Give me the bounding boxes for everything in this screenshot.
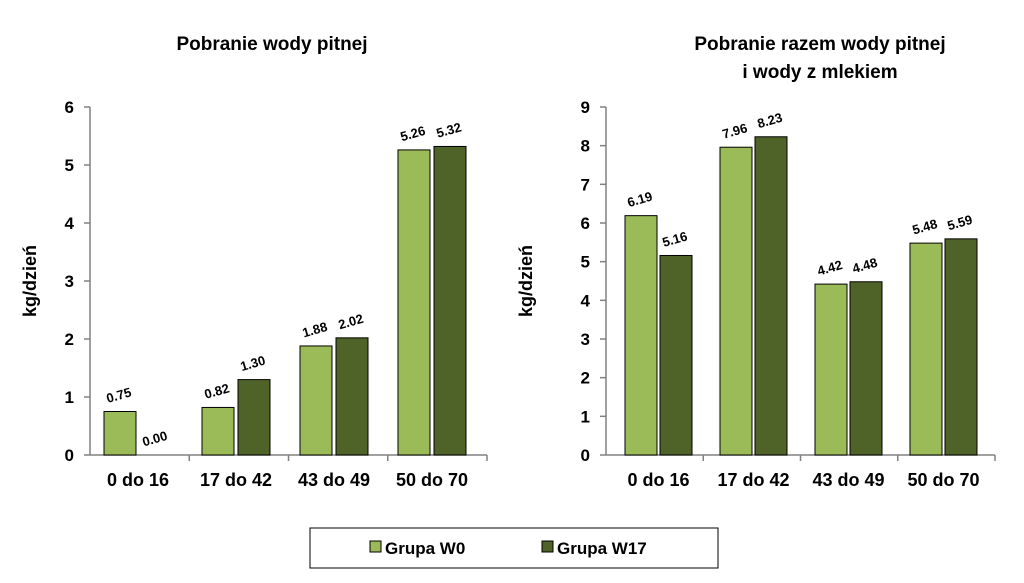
- y-tick-label: 6: [581, 214, 590, 233]
- bar-w0: [814, 283, 848, 456]
- y-tick-label: 3: [581, 330, 590, 349]
- data-label: 5.26: [399, 123, 427, 144]
- y-tick-label: 1: [65, 388, 74, 407]
- bar-w17: [237, 379, 271, 456]
- x-tick-label: 0 do 16: [627, 470, 689, 490]
- legend-label: Grupa W17: [557, 539, 647, 558]
- chart-title: i wody z mlekiem: [742, 62, 897, 83]
- bar-w0: [103, 411, 137, 456]
- y-tick-label: 4: [581, 291, 591, 310]
- y-tick-label: 3: [65, 272, 74, 291]
- data-label: 2.02: [337, 311, 365, 332]
- data-label: 1.88: [301, 319, 329, 340]
- data-label: 4.48: [851, 255, 879, 276]
- y-tick-label: 5: [581, 253, 590, 272]
- bar-w0: [719, 146, 753, 456]
- chart-title: Pobranie wody pitnej: [176, 34, 367, 55]
- x-tick-label: 17 do 42: [200, 470, 272, 490]
- data-label: 0.00: [141, 428, 169, 449]
- x-tick-label: 50 do 70: [907, 470, 979, 490]
- data-label: 4.42: [816, 257, 844, 278]
- data-label: 7.96: [721, 120, 749, 141]
- data-label: 5.59: [946, 212, 974, 233]
- y-tick-label: 4: [65, 214, 75, 233]
- y-tick-label: 0: [65, 446, 74, 465]
- bar-w17: [659, 254, 693, 456]
- data-label: 0.82: [203, 380, 231, 401]
- bar-w0: [397, 149, 431, 456]
- bar-w0: [624, 215, 658, 456]
- data-label: 5.48: [911, 216, 939, 237]
- bar-w17: [433, 145, 467, 456]
- x-tick-label: 50 do 70: [396, 470, 468, 490]
- y-tick-label: 7: [581, 175, 590, 194]
- bar-w0: [299, 345, 333, 456]
- x-tick-label: 17 do 42: [717, 470, 789, 490]
- chart-title: Pobranie razem wody pitnej: [694, 34, 945, 55]
- x-tick-label: 43 do 49: [812, 470, 884, 490]
- data-label: 0.75: [105, 384, 133, 405]
- legend-label: Grupa W0: [385, 539, 465, 558]
- bar-w0: [909, 242, 943, 456]
- x-tick-label: 43 do 49: [298, 470, 370, 490]
- bar-w17: [849, 281, 883, 456]
- y-tick-label: 8: [581, 137, 590, 156]
- data-label: 6.19: [626, 189, 654, 210]
- legend: Grupa W0 Grupa W17: [309, 527, 719, 569]
- y-tick-label: 2: [65, 330, 74, 349]
- y-tick-label: 1: [581, 407, 590, 426]
- legend-swatch-w17: [541, 540, 554, 553]
- data-label: 8.23: [756, 110, 784, 131]
- y-axis-label: kg/dzień: [20, 245, 40, 317]
- bar-w17: [335, 337, 369, 456]
- x-tick-label: 0 do 16: [107, 470, 169, 490]
- chart-panel-2: Pobranie razem wody pitnej i wody z mleki…: [516, 34, 996, 490]
- bar-w17: [754, 136, 788, 456]
- chart-panel-1: Pobranie wody pitnej kg/dzień 0 1 2 3 4 5 6 0 do …: [20, 34, 488, 490]
- bar-w0: [201, 406, 235, 456]
- y-tick-label: 2: [581, 369, 590, 388]
- legend-swatch-w0: [369, 540, 382, 553]
- data-label: 1.30: [239, 353, 267, 374]
- data-label: 5.32: [435, 119, 463, 140]
- y-tick-label: 9: [581, 98, 590, 117]
- y-axis-label: kg/dzień: [516, 245, 536, 317]
- bar-w17: [944, 238, 978, 456]
- y-tick-label: 0: [581, 446, 590, 465]
- y-tick-label: 6: [65, 98, 74, 117]
- y-tick-label: 5: [65, 156, 74, 175]
- data-label: 5.16: [661, 228, 689, 249]
